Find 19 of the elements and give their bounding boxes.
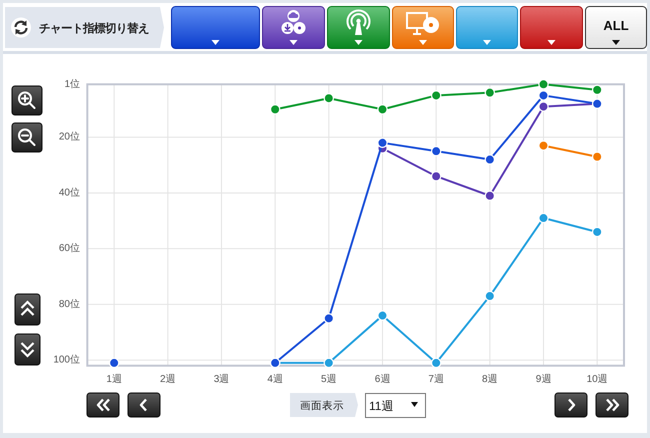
xtick-label: 6週: [374, 374, 390, 385]
ytick-label: 100位: [53, 354, 80, 366]
text-weeks: 11週: [369, 399, 394, 413]
ytick-label: 40位: [58, 187, 80, 198]
xtick-label: 3週: [214, 374, 230, 385]
xtick-label: 2週: [160, 374, 176, 385]
text-display-range: 画面表示: [300, 400, 344, 412]
xtick-label: 5週: [321, 374, 337, 385]
ytick-label: 20位: [58, 132, 80, 143]
xtick-label: 7週: [428, 374, 444, 385]
xtick-label: 4週: [267, 374, 283, 385]
ytick-label: 60位: [58, 243, 80, 254]
xtick-label: 1週: [106, 374, 122, 385]
ytick-label: 80位: [58, 298, 80, 310]
ytick-label: 1位: [64, 78, 80, 90]
xtick-label: 9週: [536, 374, 552, 385]
xtick-label: 8週: [482, 374, 498, 385]
xtick-label: 10週: [586, 374, 608, 385]
text-all: ALL: [603, 18, 629, 33]
